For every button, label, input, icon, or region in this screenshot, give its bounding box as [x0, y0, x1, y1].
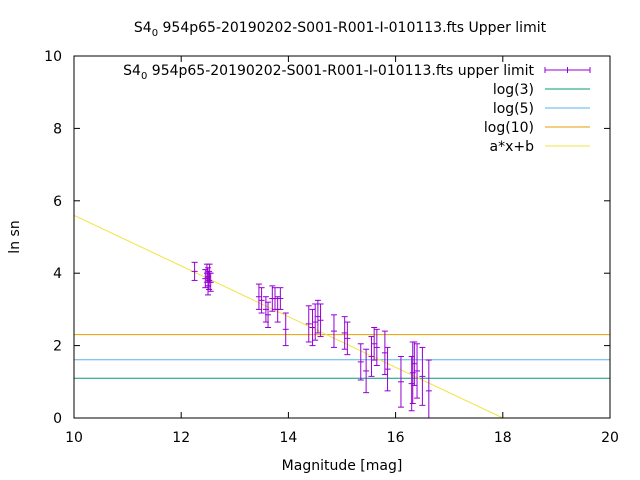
data-point: [265, 301, 272, 328]
legend-entry: S40 954p65-20190202-S001-R001-I-010113.f…: [123, 63, 591, 82]
data-point: [255, 283, 262, 310]
data-point: [373, 328, 380, 367]
x-tick-label: 10: [65, 430, 83, 446]
x-axis-label: Magnitude [mag]: [282, 458, 403, 474]
data-point: [305, 305, 312, 343]
chart-title: S40 954p65-20190202-S001-R001-I-010113.f…: [134, 20, 547, 39]
data-point: [414, 343, 421, 399]
y-tick-label: 2: [53, 339, 62, 355]
data-point: [411, 341, 418, 386]
data-point: [381, 330, 388, 376]
data-point: [357, 343, 364, 381]
legend-label: log(10): [484, 120, 534, 136]
data-point: [282, 312, 289, 347]
data-point: [363, 348, 370, 394]
data-point: [419, 346, 426, 406]
plot-frame: [73, 55, 611, 419]
legend-entry: log(3): [493, 82, 590, 98]
legend-label: a*x+b: [490, 139, 535, 155]
data-point: [317, 303, 324, 338]
x-tick-label: 12: [172, 430, 190, 446]
y-tick-label: 0: [53, 411, 62, 427]
data-point: [207, 272, 214, 292]
y-tick-label: 8: [53, 121, 62, 137]
legend-entry: log(5): [493, 101, 590, 117]
legend-entry: log(10): [484, 120, 590, 136]
y-tick-label: 6: [53, 194, 62, 210]
x-tick-label: 20: [601, 430, 619, 446]
data-point: [258, 287, 265, 314]
data-point: [397, 355, 404, 408]
data-point: [312, 303, 319, 341]
x-tick-label: 16: [387, 430, 405, 446]
y-axis-label: ln sn: [7, 220, 23, 253]
data-point: [277, 287, 284, 310]
x-tick-label: 14: [279, 430, 297, 446]
data-point: [408, 355, 415, 412]
data-point: [344, 321, 351, 356]
data-point: [272, 287, 278, 310]
data-point: [314, 299, 321, 334]
data-point: [309, 308, 316, 347]
data-point: [330, 314, 337, 348]
data-point: [425, 359, 432, 419]
legend-label: S40 954p65-20190202-S001-R001-I-010113.f…: [123, 63, 534, 82]
data-point: [368, 336, 375, 377]
x-tick-label: 18: [494, 430, 512, 446]
legend-label: log(5): [493, 101, 534, 117]
legend-label: log(3): [493, 82, 534, 98]
data-point: [191, 261, 198, 281]
data-point: [384, 346, 391, 392]
legend-entry: a*x+b: [490, 139, 590, 155]
fit-line: [74, 214, 504, 418]
data-point: [371, 327, 378, 361]
y-tick-label: 4: [53, 266, 62, 282]
y-tick-label: 10: [44, 49, 62, 65]
